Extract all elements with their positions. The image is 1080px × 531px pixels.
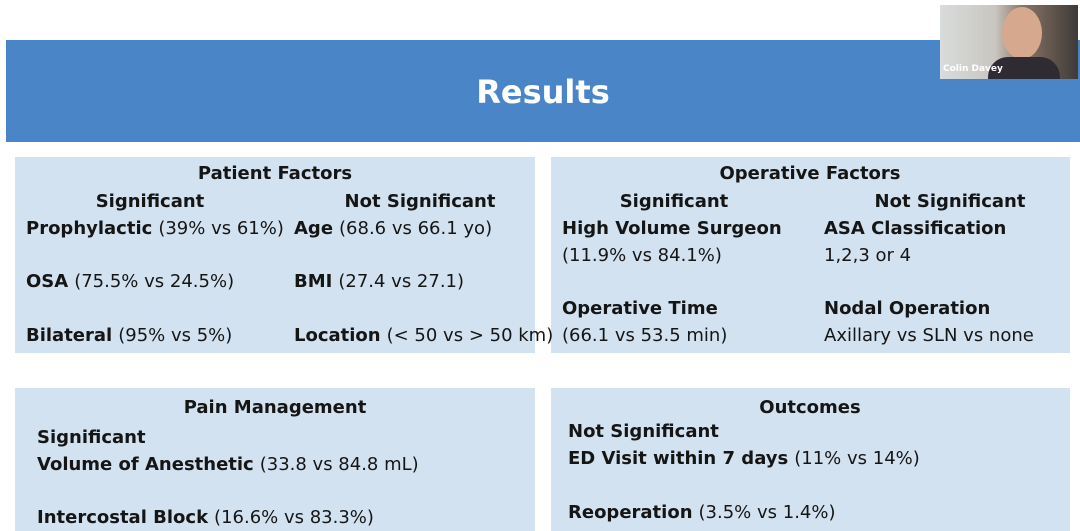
item: ED Visit within 7 days (11% vs 14%) [568,447,920,471]
panel-title: Pain Management [184,396,367,420]
item: Location (< 50 vs > 50 km) [294,324,553,348]
item: Reoperation (3.5% vs 1.4%) [568,501,836,525]
term: Reoperation [568,502,693,523]
term: OSA [26,271,68,292]
term: Nodal Operation [824,297,990,321]
webcam[interactable]: Colin Davey [940,5,1078,79]
term: Location [294,325,381,346]
detail: (68.6 vs 66.1 yo) [339,218,492,239]
detail: (< 50 vs > 50 km) [387,325,554,346]
term: Intercostal Block [37,507,208,528]
column-heading: Not Significant [345,190,496,214]
column-heading: Not Significant [875,190,1026,214]
face [1002,7,1042,59]
column-heading: Significant [96,190,205,214]
detail: (39% vs 61%) [158,218,284,239]
detail: (16.6% vs 83.3%) [214,507,374,528]
item: OSA (75.5% vs 24.5%) [26,270,234,294]
detail: Axillary vs SLN vs none [824,324,1034,348]
term: ASA Classification [824,217,1006,241]
slide-title: Results [6,72,1080,112]
term: ED Visit within 7 days [568,448,788,469]
term: Age [294,218,333,239]
term: Volume of Anesthetic [37,454,254,475]
item: Intercostal Block (16.6% vs 83.3%) [37,506,374,530]
item: Bilateral (95% vs 5%) [26,324,232,348]
column-heading: Significant [37,426,146,450]
item: BMI (27.4 vs 27.1) [294,270,464,294]
item: Age (68.6 vs 66.1 yo) [294,217,492,241]
page: Results Colin Davey Patient Factors Sign… [0,0,1080,531]
detail: (33.8 vs 84.8 mL) [260,454,419,475]
term: Prophylactic [26,218,152,239]
column-heading: Significant [620,190,729,214]
column-heading: Not Significant [568,420,719,444]
participant-name: Colin Davey [943,63,1003,75]
title-bar: Results [6,40,1080,142]
item: Volume of Anesthetic (33.8 vs 84.8 mL) [37,453,419,477]
detail: (11% vs 14%) [794,448,920,469]
detail: (75.5% vs 24.5%) [74,271,234,292]
panel-title: Operative Factors [719,162,900,186]
term: Bilateral [26,325,112,346]
term: High Volume Surgeon [562,217,782,241]
panel-title: Patient Factors [198,162,352,186]
detail: (3.5% vs 1.4%) [699,502,836,523]
term: Operative Time [562,297,718,321]
detail: 1,2,3 or 4 [824,244,911,268]
term: BMI [294,271,332,292]
panel-title: Outcomes [759,396,860,420]
item: Prophylactic (39% vs 61%) [26,217,284,241]
detail: (27.4 vs 27.1) [338,271,464,292]
detail: (11.9% vs 84.1%) [562,244,722,268]
detail: (95% vs 5%) [118,325,232,346]
detail: (66.1 vs 53.5 min) [562,324,727,348]
